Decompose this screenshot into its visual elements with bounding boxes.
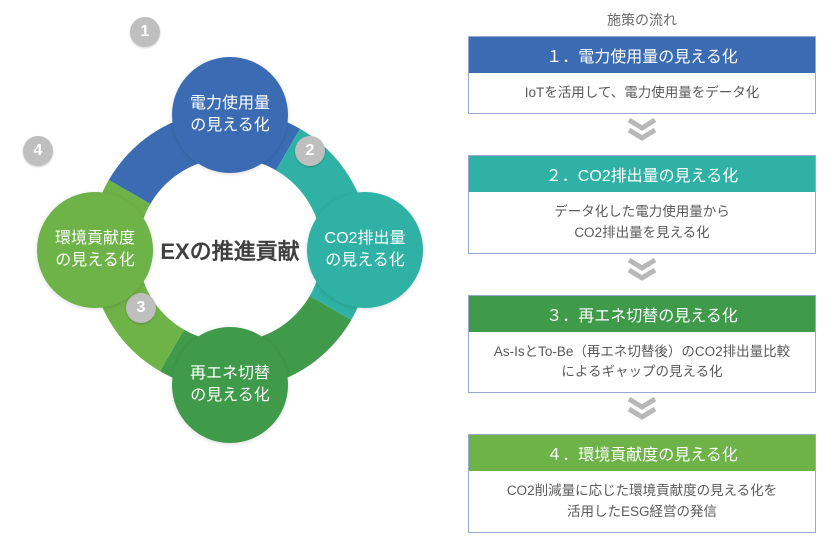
flow-chevron <box>625 118 659 151</box>
cycle-node-number: 4 <box>23 136 53 166</box>
node-line2: の見える化 <box>325 250 406 272</box>
node-line2: の見える化 <box>55 250 135 272</box>
flow-card-body: As-IsとTo-Be（再エネ切替後）のCO2排出量比較によるギャップの見える化 <box>469 332 815 393</box>
cycle-node-label: CO2排出量の見える化 <box>319 228 412 271</box>
cycle-node-label: 再エネ切替の見える化 <box>184 363 276 406</box>
node-line1: CO2排出量 <box>325 228 406 250</box>
cycle-node-number: 1 <box>130 17 160 47</box>
node-line1: 環境貢献度 <box>55 228 135 250</box>
node-line1: 再エネ切替 <box>190 363 270 385</box>
flow-panel: 施策の流れ １．電力使用量の見える化IoTを活用して、電力使用量をデータ化 ２．… <box>460 0 840 560</box>
flow-title: 施策の流れ <box>468 10 816 30</box>
chevron-down-icon <box>625 118 659 146</box>
flow-chevron <box>625 397 659 430</box>
flow-chevron <box>625 258 659 291</box>
cycle-diagram: EXの推進貢献 電力使用量の見える化1CO2排出量の見える化2再エネ切替の見える… <box>0 0 460 560</box>
flow-card-head: ３．再エネ切替の見える化 <box>469 296 815 332</box>
cycle-node-label: 電力使用量の見える化 <box>184 93 276 136</box>
flow-card-2: ２．CO2排出量の見える化データ化した電力使用量からCO2排出量を見える化 <box>468 155 816 254</box>
cycle-node-label: 環境貢献度の見える化 <box>49 228 141 271</box>
cycle-node-4: 環境貢献度の見える化4 <box>37 192 153 308</box>
flow-card-body: CO2削減量に応じた環境貢献度の見える化を活用したESG経営の発信 <box>469 471 815 532</box>
cycle-node-1: 電力使用量の見える化1 <box>172 57 288 173</box>
flow-card-head: ２．CO2排出量の見える化 <box>469 156 815 192</box>
flow-card-body: データ化した電力使用量からCO2排出量を見える化 <box>469 192 815 253</box>
chevron-down-icon <box>625 258 659 286</box>
cycle-node-number: 3 <box>126 293 156 323</box>
cycle-node-3: 再エネ切替の見える化3 <box>172 327 288 443</box>
node-line1: 電力使用量 <box>190 93 270 115</box>
diagram-center-label: EXの推進貢献 <box>160 234 299 266</box>
flow-card-body: IoTを活用して、電力使用量をデータ化 <box>469 73 815 113</box>
flow-card-4: ４．環境貢献度の見える化CO2削減量に応じた環境貢献度の見える化を活用したESG… <box>468 434 816 533</box>
flow-card-head: ４．環境貢献度の見える化 <box>469 435 815 471</box>
flow-card-head: １．電力使用量の見える化 <box>469 37 815 73</box>
chevron-down-icon <box>625 397 659 425</box>
flow-card-3: ３．再エネ切替の見える化As-IsとTo-Be（再エネ切替後）のCO2排出量比較… <box>468 295 816 394</box>
node-line2: の見える化 <box>190 385 270 407</box>
flow-card-1: １．電力使用量の見える化IoTを活用して、電力使用量をデータ化 <box>468 36 816 114</box>
cycle-node-number: 2 <box>295 136 325 166</box>
node-line2: の見える化 <box>190 115 270 137</box>
cycle-node-2: CO2排出量の見える化2 <box>307 192 423 308</box>
